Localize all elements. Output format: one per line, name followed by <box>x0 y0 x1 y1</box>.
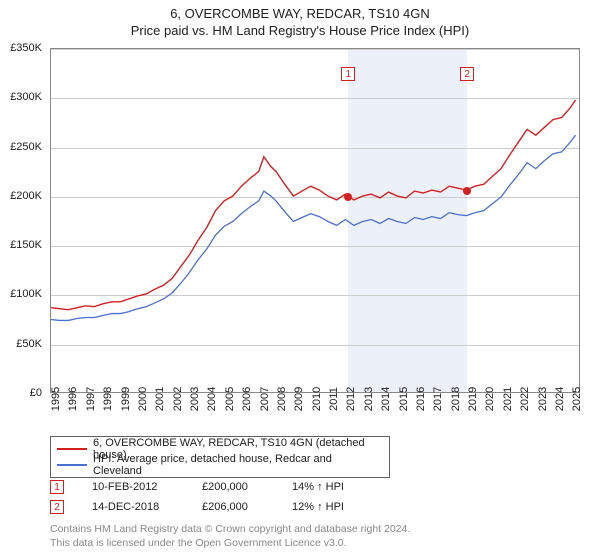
chart-svg <box>51 49 579 392</box>
x-tick-label: 2023 <box>537 387 549 411</box>
x-tick-label: 2015 <box>398 387 410 411</box>
legend-box: 6, OVERCOMBE WAY, REDCAR, TS10 4GN (deta… <box>50 436 390 478</box>
x-tick-label: 1997 <box>85 387 97 411</box>
x-tick-label: 2010 <box>311 387 323 411</box>
x-tick-label: 2022 <box>519 387 531 411</box>
legend-swatch <box>57 448 87 450</box>
y-tick-label: £150K <box>10 239 42 251</box>
y-tick-label: £50K <box>16 338 42 350</box>
legend-label: HPI: Average price, detached house, Redc… <box>93 453 383 477</box>
chart-container: 6, OVERCOMBE WAY, REDCAR, TS10 4GN Price… <box>0 0 600 560</box>
y-tick-label: £250K <box>10 141 42 153</box>
legend-row: HPI: Average price, detached house, Redc… <box>57 457 383 473</box>
x-tick-label: 1996 <box>67 387 79 411</box>
sale-row: 1 10-FEB-2012£200,00014% ↑ HPI <box>50 478 580 496</box>
sale-date: 14-DEC-2018 <box>92 501 202 513</box>
sale-price: £206,000 <box>202 501 292 513</box>
x-tick-label: 2001 <box>154 387 166 411</box>
sale-row-marker: 1 <box>50 480 64 494</box>
sale-diff: 12% ↑ HPI <box>292 501 382 513</box>
x-tick-label: 1995 <box>50 387 62 411</box>
sale-dot <box>463 187 471 195</box>
y-tick-label: £0 <box>30 387 42 399</box>
x-tick-label: 2000 <box>137 387 149 411</box>
sale-row: 2 14-DEC-2018£206,00012% ↑ HPI <box>50 498 580 516</box>
footer-attribution: Contains HM Land Registry data © Crown c… <box>50 522 580 550</box>
x-tick-label: 2025 <box>571 387 583 411</box>
footer-line-2: This data is licensed under the Open Gov… <box>50 536 580 550</box>
y-tick-label: £350K <box>10 42 42 54</box>
footer-line-1: Contains HM Land Registry data © Crown c… <box>50 522 580 536</box>
x-tick-label: 2012 <box>345 387 357 411</box>
x-tick-label: 2005 <box>224 387 236 411</box>
x-tick-label: 2013 <box>363 387 375 411</box>
x-tick-label: 2019 <box>467 387 479 411</box>
x-tick-label: 2018 <box>450 387 462 411</box>
x-tick-label: 2020 <box>484 387 496 411</box>
sale-dot <box>344 193 352 201</box>
y-tick-label: £300K <box>10 91 42 103</box>
y-axis: £0£50K£100K£150K£200K£250K£300K£350K <box>0 48 46 393</box>
x-axis: 1995199619971998199920002001200220032004… <box>50 395 580 435</box>
x-tick-label: 2002 <box>172 387 184 411</box>
sales-table: 1 10-FEB-2012£200,00014% ↑ HPI 2 14-DEC-201… <box>50 478 580 518</box>
title-main: 6, OVERCOMBE WAY, REDCAR, TS10 4GN <box>0 6 600 21</box>
x-tick-label: 2004 <box>206 387 218 411</box>
x-tick-label: 1999 <box>120 387 132 411</box>
sale-diff: 14% ↑ HPI <box>292 481 382 493</box>
sale-price: £200,000 <box>202 481 292 493</box>
sale-marker-box: 2 <box>460 67 474 81</box>
series-line <box>51 100 576 310</box>
x-tick-label: 2016 <box>415 387 427 411</box>
sale-date: 10-FEB-2012 <box>92 481 202 493</box>
x-tick-label: 2017 <box>432 387 444 411</box>
x-tick-label: 2008 <box>276 387 288 411</box>
title-sub: Price paid vs. HM Land Registry's House … <box>0 23 600 38</box>
sale-row-marker: 2 <box>50 500 64 514</box>
y-tick-label: £200K <box>10 190 42 202</box>
x-tick-label: 1998 <box>102 387 114 411</box>
plot-area: 12 <box>50 48 580 393</box>
x-tick-label: 2011 <box>328 387 340 411</box>
y-tick-label: £100K <box>10 288 42 300</box>
x-tick-label: 2014 <box>380 387 392 411</box>
x-tick-label: 2003 <box>189 387 201 411</box>
title-block: 6, OVERCOMBE WAY, REDCAR, TS10 4GN Price… <box>0 0 600 38</box>
sale-marker-box: 1 <box>341 67 355 81</box>
x-tick-label: 2006 <box>241 387 253 411</box>
x-tick-label: 2009 <box>293 387 305 411</box>
x-tick-label: 2021 <box>502 387 514 411</box>
legend-swatch <box>57 464 87 466</box>
x-tick-label: 2024 <box>554 387 566 411</box>
x-tick-label: 2007 <box>259 387 271 411</box>
series-line <box>51 135 576 320</box>
